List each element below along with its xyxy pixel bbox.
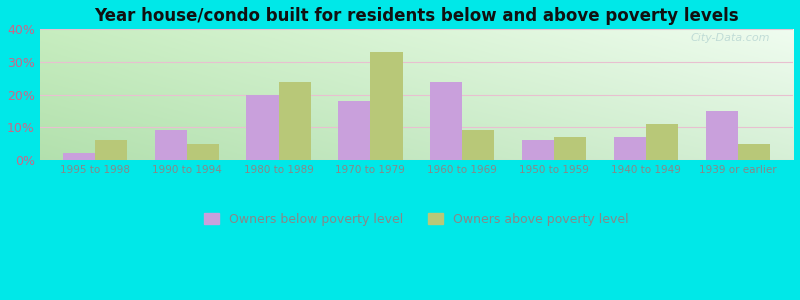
Bar [706,111,738,160]
Bar [278,82,310,160]
Bar [522,140,554,160]
Bar [646,124,678,160]
Title: Year house/condo built for residents below and above poverty levels: Year house/condo built for residents bel… [94,7,738,25]
Bar [154,130,186,160]
Bar [370,52,402,160]
Bar [462,130,494,160]
Bar [186,144,219,160]
Bar [338,101,370,160]
Bar [738,144,770,160]
Bar [430,82,462,160]
Bar [95,140,127,160]
Legend: Owners below poverty level, Owners above poverty level: Owners below poverty level, Owners above… [199,208,634,231]
Bar [554,137,586,160]
Bar [614,137,646,160]
Bar [246,94,278,160]
Text: City-Data.com: City-Data.com [691,33,770,43]
Bar [62,153,95,160]
